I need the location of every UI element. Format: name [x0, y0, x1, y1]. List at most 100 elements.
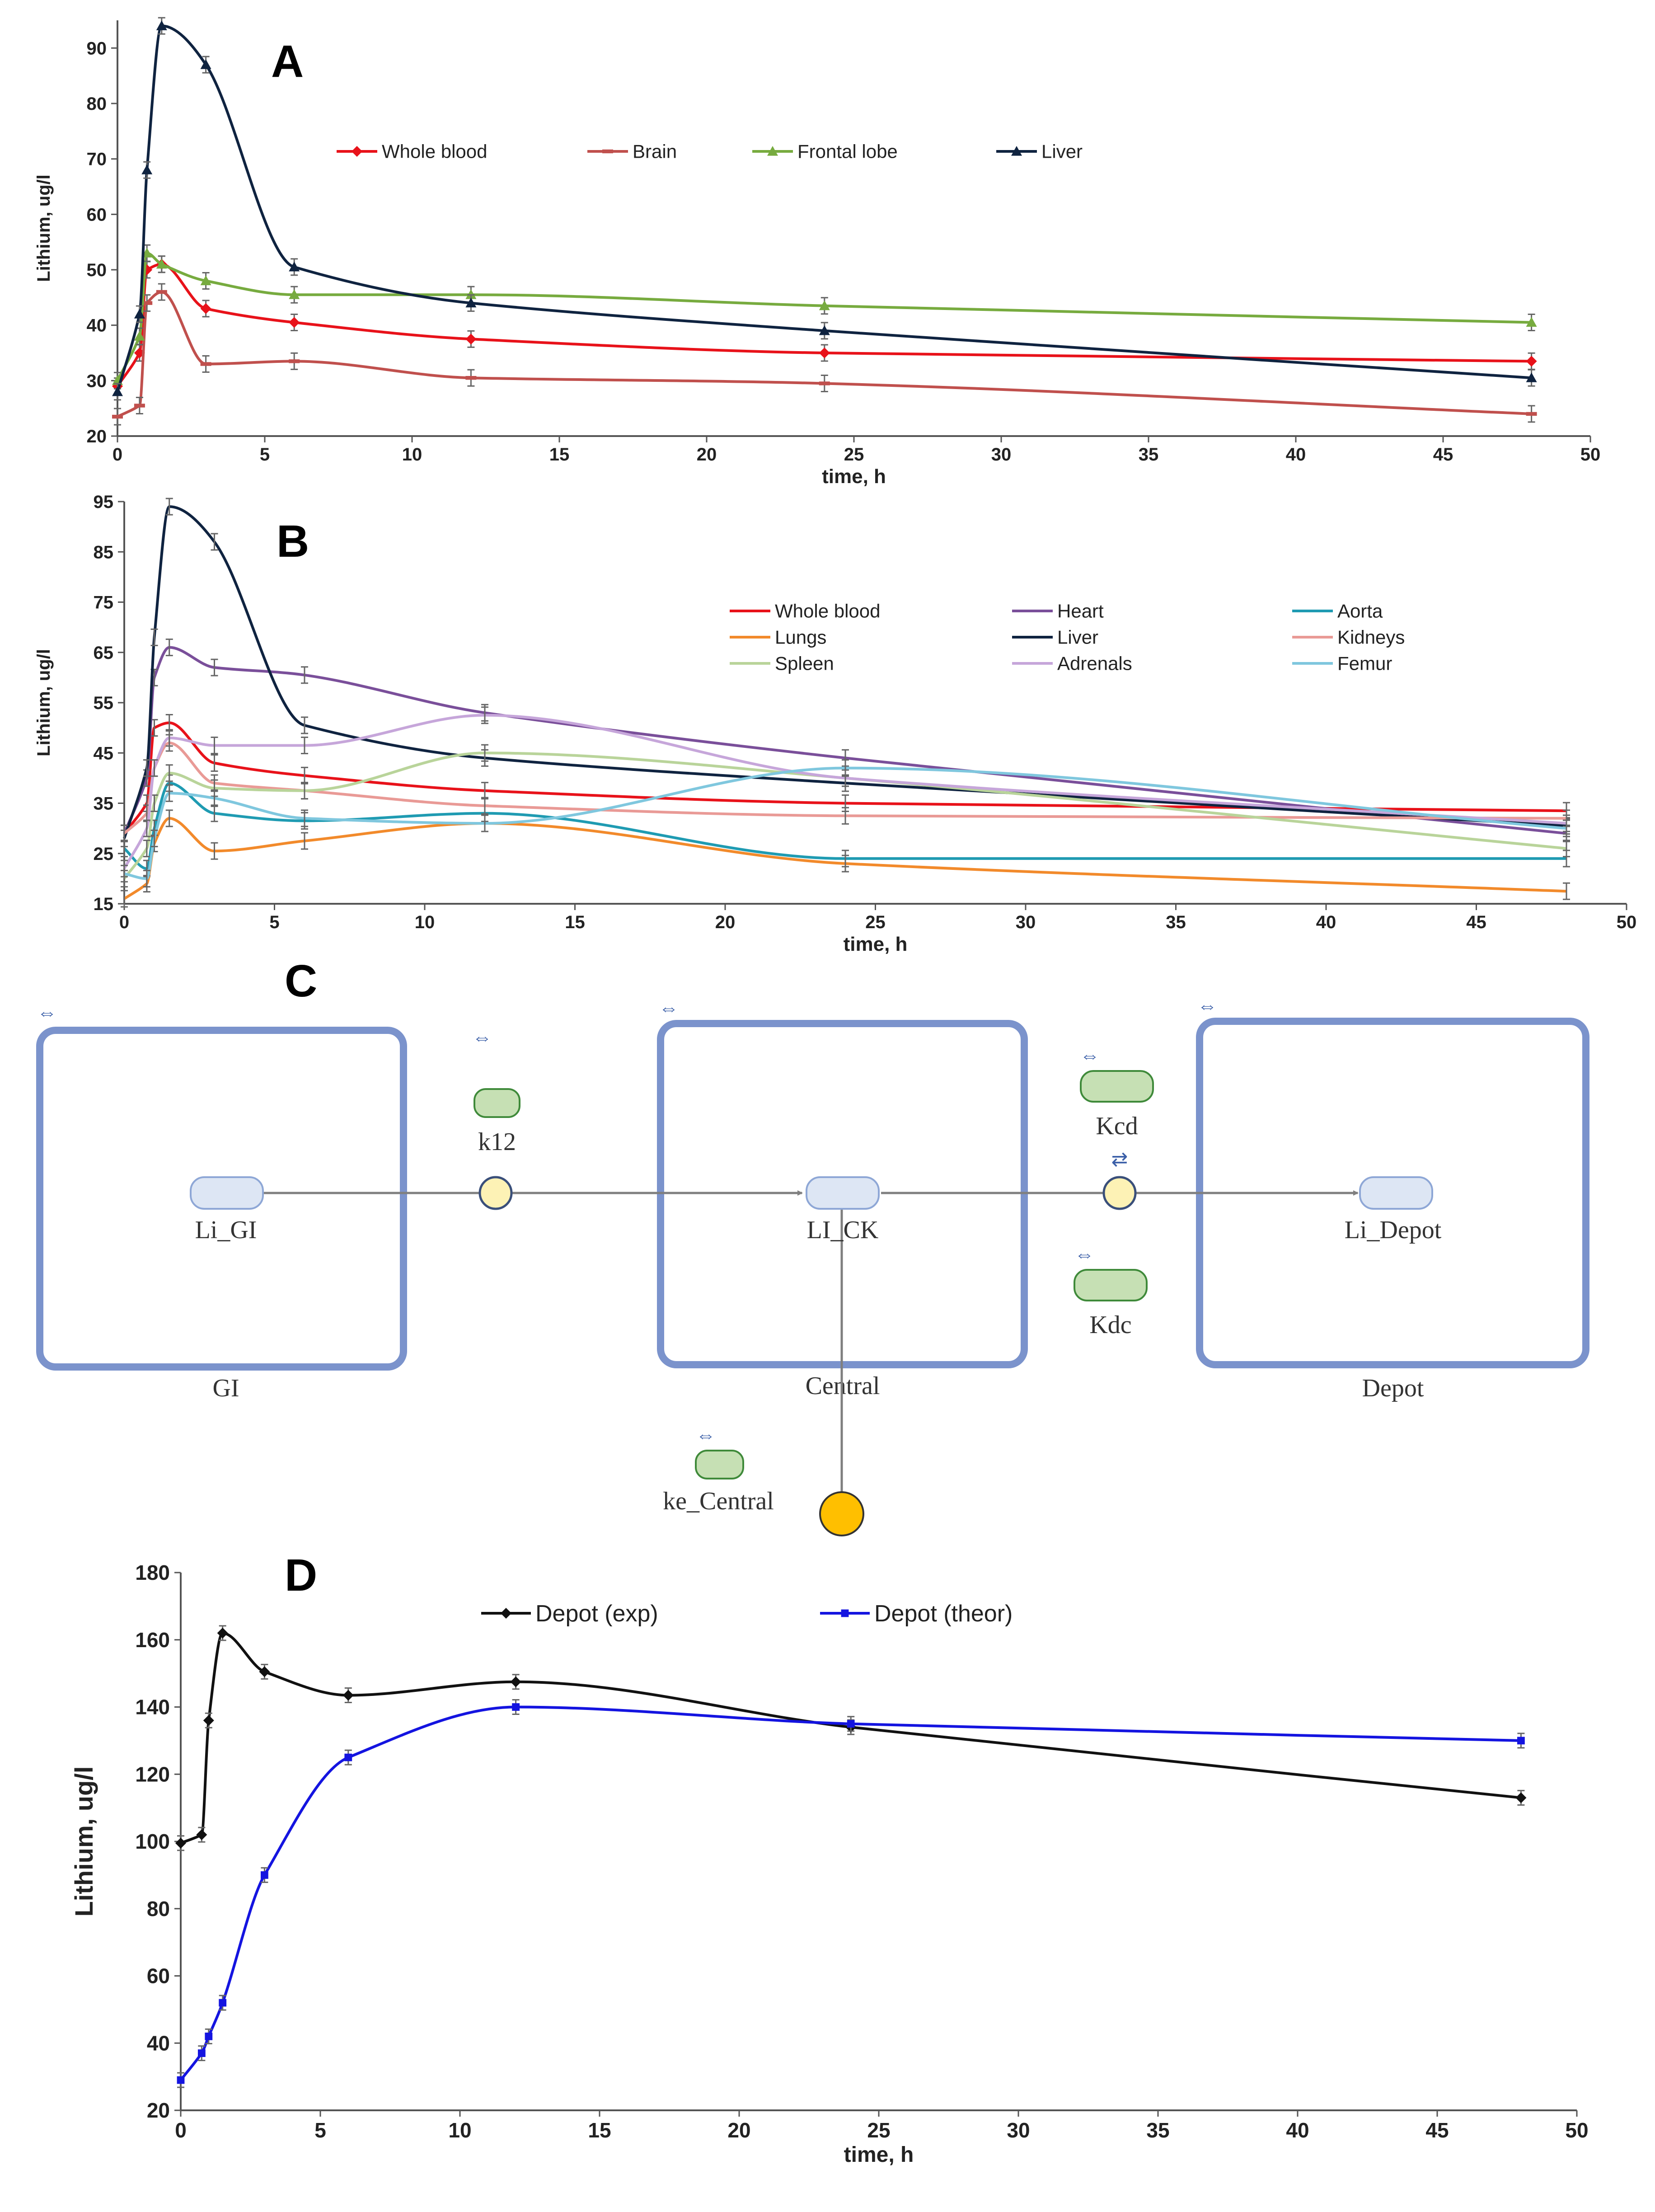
param-k12-label: k12 — [478, 1128, 516, 1156]
data-point — [1526, 412, 1537, 416]
x-tick-label: 10 — [415, 912, 435, 932]
legend-entry: Lungs — [730, 627, 826, 648]
species-li-ck — [806, 1176, 880, 1210]
cycle-icon: ⇔ — [1080, 1044, 1100, 1066]
legend-label: Whole blood — [775, 601, 880, 622]
data-point — [112, 386, 123, 396]
y-axis-label: Lithium, ug/l — [70, 1766, 98, 1917]
series-frontal-lobe — [112, 244, 1537, 390]
x-tick-label: 20 — [727, 2118, 750, 2142]
x-tick-label: 50 — [1617, 912, 1637, 932]
cycle-icon: ⇔ — [1074, 1243, 1094, 1265]
data-point — [512, 1703, 520, 1711]
x-tick-label: 35 — [1139, 445, 1159, 465]
x-tick-label: 25 — [844, 445, 864, 465]
legend-entry: Aorta — [1292, 601, 1383, 622]
y-tick-label: 60 — [87, 205, 107, 225]
x-tick-label: 15 — [549, 445, 570, 465]
y-tick-label: 40 — [147, 2031, 170, 2055]
data-point — [289, 289, 300, 299]
legend-entry: Liver — [996, 141, 1083, 162]
compartment-depot-label: Depot — [1362, 1374, 1424, 1402]
legend-label: Liver — [1041, 141, 1083, 162]
panel-label-b: B — [277, 516, 309, 567]
x-tick-label: 35 — [1166, 912, 1186, 932]
data-point — [156, 258, 167, 269]
x-tick-label: 10 — [448, 2118, 471, 2142]
x-tick-label: 50 — [1565, 2118, 1588, 2142]
data-point — [200, 303, 211, 314]
legend-entry: Adrenals — [1012, 653, 1132, 674]
x-tick-label: 20 — [715, 912, 736, 932]
x-tick-label: 45 — [1466, 912, 1486, 932]
data-point — [1517, 1737, 1525, 1745]
cycle-icon: ⇔ — [37, 1001, 57, 1024]
cycle-icon: ⇔ — [659, 997, 679, 1019]
data-point — [602, 149, 613, 154]
data-point — [344, 1753, 352, 1761]
data-point — [200, 275, 211, 286]
x-tick-label: 40 — [1286, 445, 1306, 465]
legend-entry: Whole blood — [337, 141, 487, 162]
cycle-icon: ⇔ — [1197, 995, 1217, 1017]
data-point — [196, 1829, 207, 1841]
series-depot-exp- — [175, 1625, 1527, 1851]
legend-entry: Kidneys — [1292, 627, 1405, 648]
x-axis-label: time, h — [844, 933, 908, 955]
data-point — [465, 333, 477, 345]
data-point — [197, 2049, 206, 2057]
x-tick-label: 50 — [1580, 445, 1601, 465]
y-tick-label: 65 — [94, 643, 114, 663]
legend-entry: Liver — [1012, 627, 1098, 648]
x-tick-label: 25 — [867, 2118, 890, 2142]
data-point — [1526, 317, 1537, 327]
series-depot-theor- — [177, 1699, 1525, 2088]
legend-label: Aorta — [1337, 601, 1383, 622]
y-tick-label: 25 — [94, 844, 114, 864]
data-point — [1526, 372, 1537, 382]
y-tick-label: 80 — [147, 1897, 170, 1921]
x-tick-label: 5 — [269, 912, 279, 932]
y-tick-label: 140 — [135, 1695, 170, 1719]
legend-label: Frontal lobe — [797, 141, 898, 162]
data-point — [219, 1999, 227, 2007]
data-point — [342, 1690, 354, 1701]
data-point — [847, 1720, 855, 1728]
series-line — [180, 1631, 1521, 1845]
species-li-gi — [190, 1176, 264, 1210]
data-point — [261, 1871, 268, 1879]
series-liver — [112, 17, 1537, 401]
x-tick-label: 15 — [565, 912, 585, 932]
data-point — [175, 1837, 186, 1849]
param-ke-central-label: ke_Central — [663, 1487, 774, 1515]
series-brain — [112, 283, 1537, 426]
data-point — [1011, 146, 1022, 156]
data-point — [177, 2076, 185, 2084]
sink-node-ke-central — [819, 1491, 864, 1536]
y-tick-label: 20 — [147, 2099, 170, 2122]
data-point — [205, 2032, 213, 2040]
x-tick-label: 30 — [1016, 912, 1036, 932]
data-point — [510, 1676, 521, 1687]
series-femur — [121, 759, 1570, 888]
data-point — [112, 414, 123, 419]
legend-entry: Heart — [1012, 601, 1104, 622]
x-tick-label: 0 — [119, 912, 129, 932]
data-point — [1526, 356, 1537, 367]
reversible-icon: ⇄ — [1111, 1148, 1128, 1170]
y-tick-label: 70 — [87, 150, 107, 169]
x-tick-label: 20 — [697, 445, 717, 465]
legend-entry: Depot (theor) — [820, 1601, 1013, 1627]
x-tick-label: 35 — [1146, 2118, 1169, 2142]
data-point — [352, 146, 362, 157]
y-tick-label: 60 — [147, 1964, 170, 1988]
x-tick-label: 15 — [588, 2118, 611, 2142]
y-tick-label: 80 — [87, 94, 107, 114]
legend-label: Heart — [1057, 601, 1104, 622]
legend-entry: Depot (exp) — [481, 1601, 658, 1627]
legend-entry: Whole blood — [730, 601, 880, 622]
x-tick-label: 10 — [402, 445, 422, 465]
series-line — [124, 766, 1567, 880]
y-tick-label: 160 — [135, 1628, 170, 1652]
